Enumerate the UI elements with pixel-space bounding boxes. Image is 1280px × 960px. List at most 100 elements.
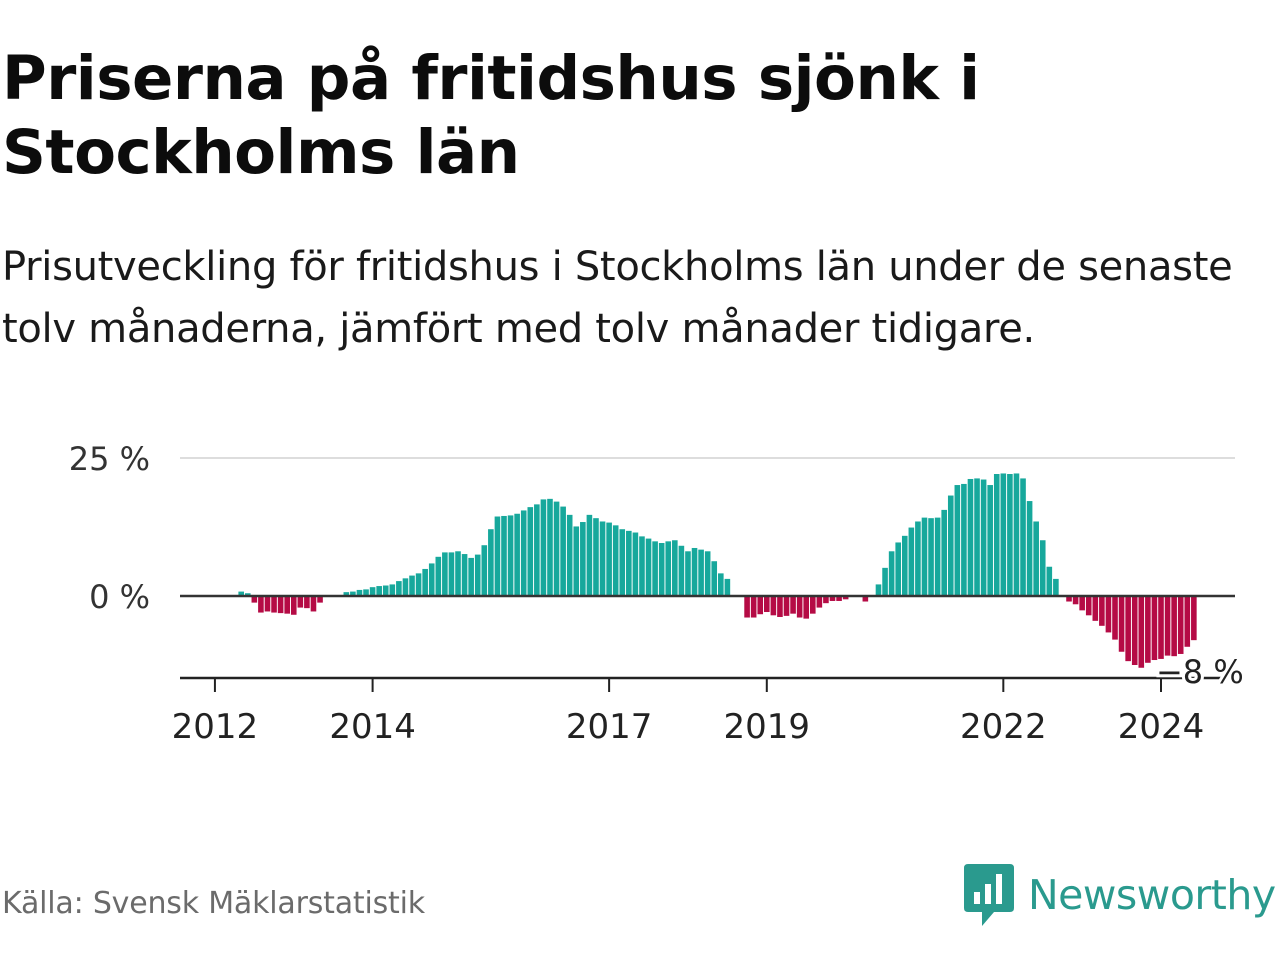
bar: [481, 545, 488, 596]
bar: [1145, 596, 1151, 663]
bar: [770, 596, 777, 616]
bar: [783, 596, 790, 616]
bar: [1191, 596, 1197, 641]
bar: [435, 556, 442, 596]
bar: [1164, 596, 1171, 656]
bar: [672, 540, 678, 596]
bar: [580, 522, 586, 596]
end-value-label: −8 %: [1156, 653, 1244, 691]
bar: [658, 543, 665, 596]
bar: [908, 527, 915, 596]
bar: [1085, 596, 1092, 616]
bar: [803, 596, 810, 619]
bar: [639, 536, 645, 596]
bar: [961, 483, 967, 596]
bar: [796, 596, 803, 618]
bar: [718, 573, 724, 596]
source-note: Källa: Svensk Mäklarstatistik: [2, 886, 425, 921]
x-tick-label: 2022: [960, 707, 1047, 747]
bar: [1184, 596, 1191, 647]
bar: [369, 587, 376, 596]
brand-name: Newsworthy: [1028, 871, 1276, 919]
newsworthy-logo-icon: [964, 864, 1014, 926]
bar: [790, 596, 796, 614]
bar: [711, 561, 718, 596]
bar: [612, 525, 619, 596]
bar: [934, 517, 941, 596]
bar: [836, 596, 842, 601]
bar: [494, 516, 501, 596]
bar: [678, 545, 685, 596]
bar: [297, 596, 304, 608]
bar: [422, 568, 428, 596]
bar: [356, 589, 363, 596]
bar: [573, 526, 580, 596]
axis-layer: [180, 594, 1235, 692]
bar: [1125, 596, 1131, 662]
bar: [685, 551, 691, 596]
bar: [895, 542, 901, 596]
bar: [941, 509, 947, 596]
bar: [258, 596, 264, 613]
bar: [974, 478, 980, 596]
bar: [547, 498, 553, 596]
bar: [954, 485, 961, 596]
bar: [1020, 478, 1026, 596]
brand[interactable]: Newsworthy: [964, 862, 1276, 928]
bar: [304, 596, 310, 609]
bar: [757, 596, 764, 615]
bar: [691, 547, 698, 596]
bar: [593, 518, 599, 596]
bar: [402, 578, 409, 596]
bar: [244, 593, 251, 596]
x-tick-label: 2012: [172, 707, 259, 747]
bar: [350, 591, 356, 596]
bar: [698, 549, 704, 596]
bar: [829, 596, 836, 601]
bar: [1099, 596, 1105, 626]
bar: [343, 592, 350, 596]
bar: [1033, 521, 1039, 596]
bar: [290, 596, 297, 615]
bar: [744, 596, 750, 618]
bar: [921, 517, 928, 596]
bar: [376, 586, 382, 596]
bar: [501, 515, 507, 596]
bar: [652, 541, 658, 596]
bar: [947, 495, 954, 596]
bar: [1066, 596, 1072, 602]
bar: [1158, 596, 1164, 659]
bar: [862, 596, 869, 602]
bar: [442, 552, 448, 596]
bar: [1013, 473, 1020, 596]
bar: [1079, 596, 1085, 611]
bar: [264, 596, 271, 612]
bar: [980, 479, 987, 596]
bar: [967, 478, 974, 596]
bar: [619, 529, 626, 596]
bar: [632, 532, 639, 596]
bar: [284, 596, 290, 614]
bar: [888, 551, 895, 596]
bar: [1007, 474, 1013, 596]
bar: [1105, 596, 1112, 633]
bar: [1053, 578, 1059, 596]
bar: [277, 596, 284, 614]
bar: [1131, 596, 1138, 665]
bar: [724, 578, 731, 596]
bar: [474, 554, 481, 596]
bar: [488, 529, 494, 596]
bar: [875, 584, 882, 596]
bar: [1092, 596, 1099, 621]
bar: [428, 563, 435, 596]
bar: [915, 521, 921, 596]
bar: [527, 507, 534, 596]
bar: [823, 596, 829, 604]
bar: [626, 530, 632, 596]
bar: [560, 506, 566, 596]
bar: [665, 541, 672, 596]
bar: [816, 596, 823, 608]
bar: [606, 522, 612, 596]
bar: [993, 474, 1000, 596]
bar: [750, 596, 757, 618]
